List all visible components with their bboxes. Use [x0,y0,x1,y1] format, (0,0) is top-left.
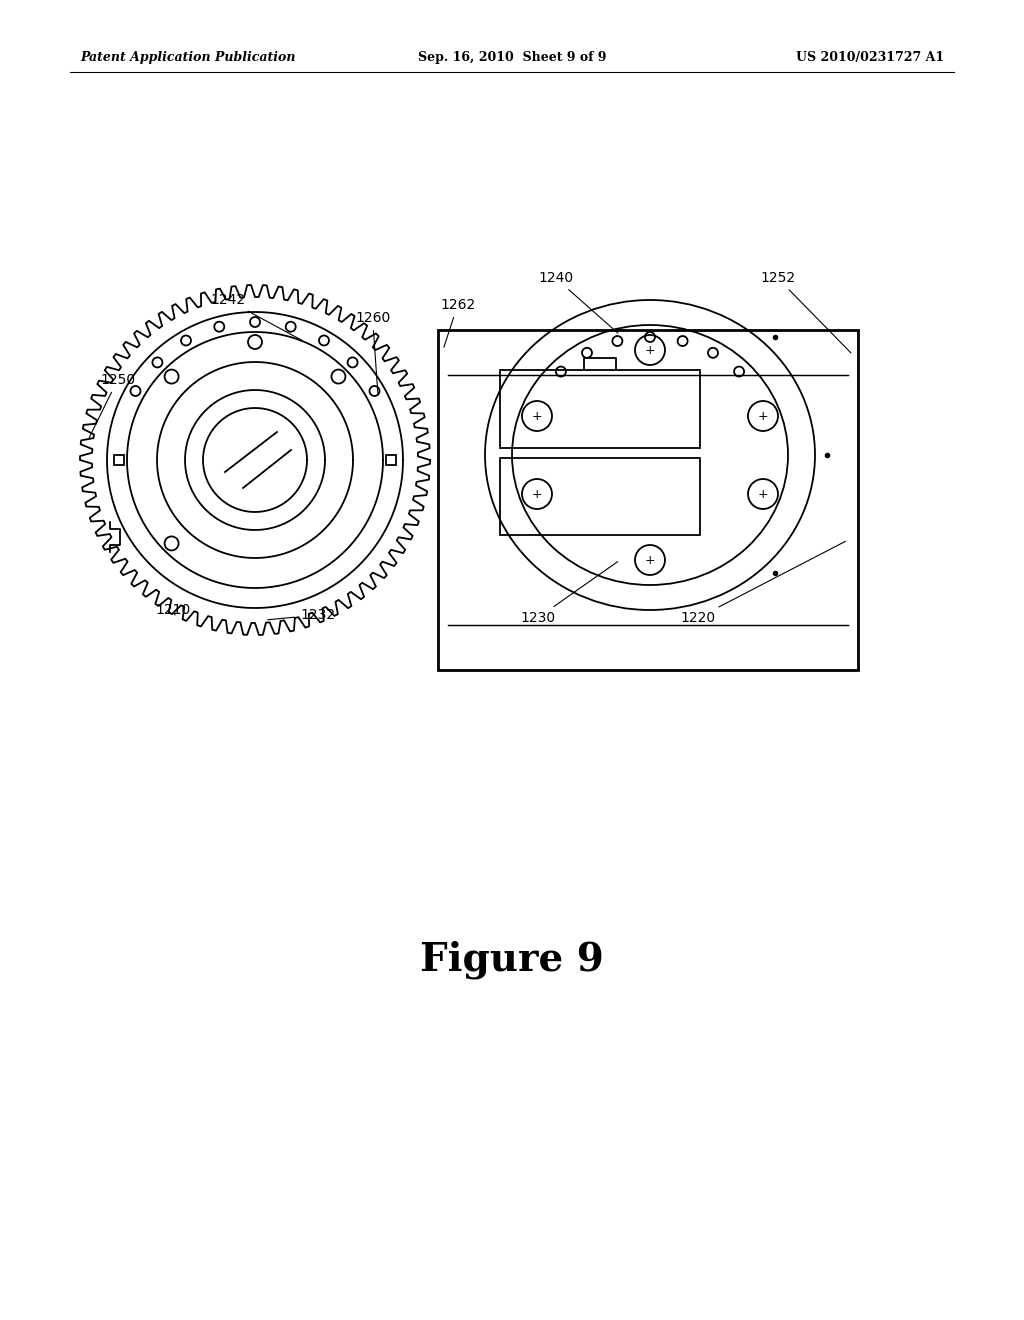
Text: US 2010/0231727 A1: US 2010/0231727 A1 [796,51,944,65]
Text: 1230: 1230 [520,561,617,624]
Bar [386,455,396,465]
Bar [114,455,124,465]
Text: Figure 9: Figure 9 [420,941,604,979]
Text: 1240: 1240 [538,271,617,333]
Bar [438,330,858,671]
Text: 1210: 1210 [155,603,190,616]
Text: +: + [645,553,655,566]
Text: 1262: 1262 [440,298,475,347]
Text: Sep. 16, 2010  Sheet 9 of 9: Sep. 16, 2010 Sheet 9 of 9 [418,51,606,65]
Text: +: + [758,409,768,422]
Text: 1260: 1260 [355,312,390,393]
Text: 1252: 1252 [760,271,851,352]
Bar [500,458,700,535]
Text: 1220: 1220 [680,541,846,624]
Text: Patent Application Publication: Patent Application Publication [80,51,296,65]
Text: 1250: 1250 [89,374,135,437]
Text: +: + [645,343,655,356]
Text: +: + [758,487,768,500]
Text: 1232: 1232 [267,609,335,622]
Text: +: + [531,487,543,500]
Bar [500,370,700,447]
Text: 1242: 1242 [210,293,302,341]
Text: +: + [531,409,543,422]
